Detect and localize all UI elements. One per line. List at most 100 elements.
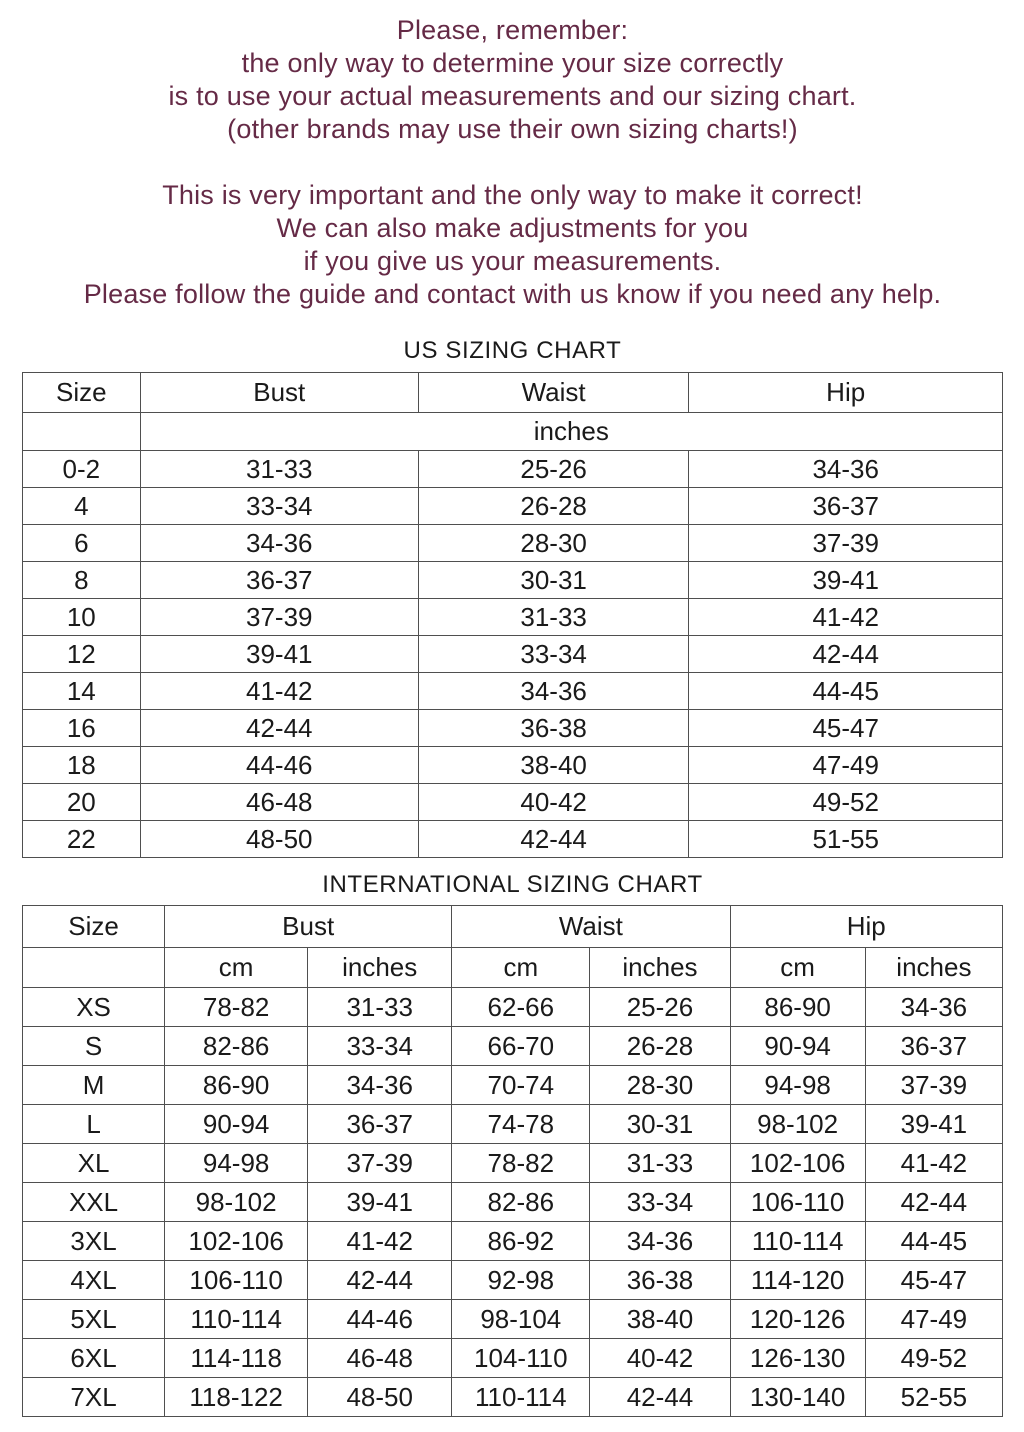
measurement-cell: 33-34 (589, 1182, 731, 1222)
measurement-cell: 36-37 (139, 561, 419, 599)
intro-text-block-2: This is very important and the only way … (22, 179, 1003, 311)
column-header-hip: Hip (729, 905, 1004, 948)
measurement-cell: 36-38 (589, 1260, 731, 1300)
measurement-cell: 34-36 (864, 987, 1004, 1027)
measurement-cell: 118-122 (164, 1377, 309, 1417)
measurement-cell: 44-46 (307, 1299, 453, 1339)
size-cell: L (21, 1104, 166, 1144)
size-cell: 12 (22, 635, 141, 673)
size-cell: 22 (22, 820, 141, 858)
measurement-cell: 34-36 (417, 672, 690, 710)
unit-header-row: inches (22, 412, 1004, 451)
measurement-cell: 30-31 (589, 1104, 731, 1144)
intl-chart-title: INTERNATIONAL SIZING CHART (322, 871, 703, 898)
measurement-cell: 42-44 (417, 820, 690, 858)
measurement-cell: 34-36 (589, 1221, 731, 1261)
intro-line: the only way to determine your size corr… (241, 48, 784, 78)
size-cell: S (21, 1026, 166, 1066)
size-cell: 16 (22, 709, 141, 747)
table-row: XXL 98-102 39-41 82-86 33-34 106-110 42-44 (21, 1182, 1004, 1222)
size-cell: 5XL (21, 1299, 166, 1339)
table-row: 20 46-48 40-42 49-52 (22, 783, 1003, 821)
size-cell: 0-2 (22, 450, 141, 488)
column-header-hip: Hip (688, 372, 1003, 413)
measurement-cell: 28-30 (589, 1065, 731, 1105)
table-row: 22 48-50 42-44 51-55 (22, 820, 1003, 858)
column-header-bust: Bust (164, 905, 453, 948)
size-cell: XL (21, 1143, 166, 1183)
measurement-cell: 49-52 (688, 783, 1003, 821)
measurement-cell: 90-94 (729, 1026, 866, 1066)
measurement-cell: 120-126 (729, 1299, 866, 1339)
intro-line: Please follow the guide and contact with… (83, 279, 942, 309)
measurement-cell: 28-30 (417, 524, 690, 562)
measurement-cell: 36-37 (864, 1026, 1004, 1066)
table-header-row: Size Bust Waist Hip (21, 905, 1004, 948)
measurement-cell: 37-39 (307, 1143, 453, 1183)
unit-header-inches: inches (864, 947, 1004, 988)
measurement-cell: 45-47 (864, 1260, 1004, 1300)
measurement-cell: 78-82 (451, 1143, 591, 1183)
measurement-cell: 92-98 (451, 1260, 591, 1300)
measurement-cell: 106-110 (164, 1260, 309, 1300)
measurement-cell: 46-48 (139, 783, 419, 821)
intl-sizing-table: Size Bust Waist Hip cm inches cm inches … (21, 905, 1004, 1417)
measurement-cell: 33-34 (307, 1026, 453, 1066)
measurement-cell: 66-70 (451, 1026, 591, 1066)
intro-line: (other brands may use their own sizing c… (227, 114, 798, 144)
measurement-cell: 41-42 (864, 1143, 1004, 1183)
intro-text-block-1: Please, remember: the only way to determ… (22, 14, 1003, 146)
measurement-cell: 130-140 (729, 1377, 866, 1417)
size-cell: 14 (22, 672, 141, 710)
measurement-cell: 26-28 (589, 1026, 731, 1066)
measurement-cell: 86-90 (164, 1065, 309, 1105)
table-row: 12 39-41 33-34 42-44 (22, 635, 1003, 673)
measurement-cell: 40-42 (417, 783, 690, 821)
measurement-cell: 82-86 (164, 1026, 309, 1066)
measurement-cell: 102-106 (164, 1221, 309, 1261)
table-row: 10 37-39 31-33 41-42 (22, 598, 1003, 636)
measurement-cell: 110-114 (729, 1221, 866, 1261)
intl-table-body: XS 78-82 31-33 62-66 25-26 86-90 34-36 S 82-86 33… (21, 987, 1004, 1417)
intro-line: This is very important and the only way … (162, 180, 863, 210)
size-cell: 6 (22, 524, 141, 562)
measurement-cell: 48-50 (139, 820, 419, 858)
intro-line: We can also make adjustments for you (276, 213, 749, 243)
size-cell: 3XL (21, 1221, 166, 1261)
measurement-cell: 39-41 (307, 1182, 453, 1222)
measurement-cell: 106-110 (729, 1182, 866, 1222)
measurement-cell: 70-74 (451, 1065, 591, 1105)
measurement-cell: 114-120 (729, 1260, 866, 1300)
measurement-cell: 41-42 (688, 598, 1003, 636)
measurement-cell: 39-41 (139, 635, 419, 673)
column-header-waist: Waist (417, 372, 690, 413)
measurement-cell: 31-33 (139, 450, 419, 488)
us-table-body: 0-2 31-33 25-26 34-36 4 33-34 26-28 36-37 6 34-36… (22, 450, 1003, 858)
measurement-cell: 44-45 (688, 672, 1003, 710)
table-row: 6 34-36 28-30 37-39 (22, 524, 1003, 562)
unit-header-cm: cm (164, 947, 309, 988)
size-cell: M (21, 1065, 166, 1105)
measurement-cell: 104-110 (451, 1338, 591, 1378)
measurement-cell: 82-86 (451, 1182, 591, 1222)
table-row: 6XL 114-118 46-48 104-110 40-42 126-130 49-52 (21, 1338, 1004, 1378)
intro-line: is to use your actual measurements and o… (168, 81, 857, 111)
empty-cell (21, 947, 166, 988)
measurement-cell: 94-98 (729, 1065, 866, 1105)
measurement-cell: 31-33 (307, 987, 453, 1027)
measurement-cell: 42-44 (864, 1182, 1004, 1222)
size-cell: 4 (22, 487, 141, 525)
measurement-cell: 46-48 (307, 1338, 453, 1378)
table-row: 0-2 31-33 25-26 34-36 (22, 450, 1003, 488)
measurement-cell: 34-36 (307, 1065, 453, 1105)
table-row: XL 94-98 37-39 78-82 31-33 102-106 41-42 (21, 1143, 1004, 1183)
measurement-cell: 37-39 (864, 1065, 1004, 1105)
measurement-cell: 39-41 (864, 1104, 1004, 1144)
size-cell: 18 (22, 746, 141, 784)
measurement-cell: 41-42 (307, 1221, 453, 1261)
unit-header-inches: inches (307, 947, 453, 988)
size-cell: 7XL (21, 1377, 166, 1417)
measurement-cell: 25-26 (589, 987, 731, 1027)
unit-header-row: cm inches cm inches cm inches (21, 947, 1004, 988)
